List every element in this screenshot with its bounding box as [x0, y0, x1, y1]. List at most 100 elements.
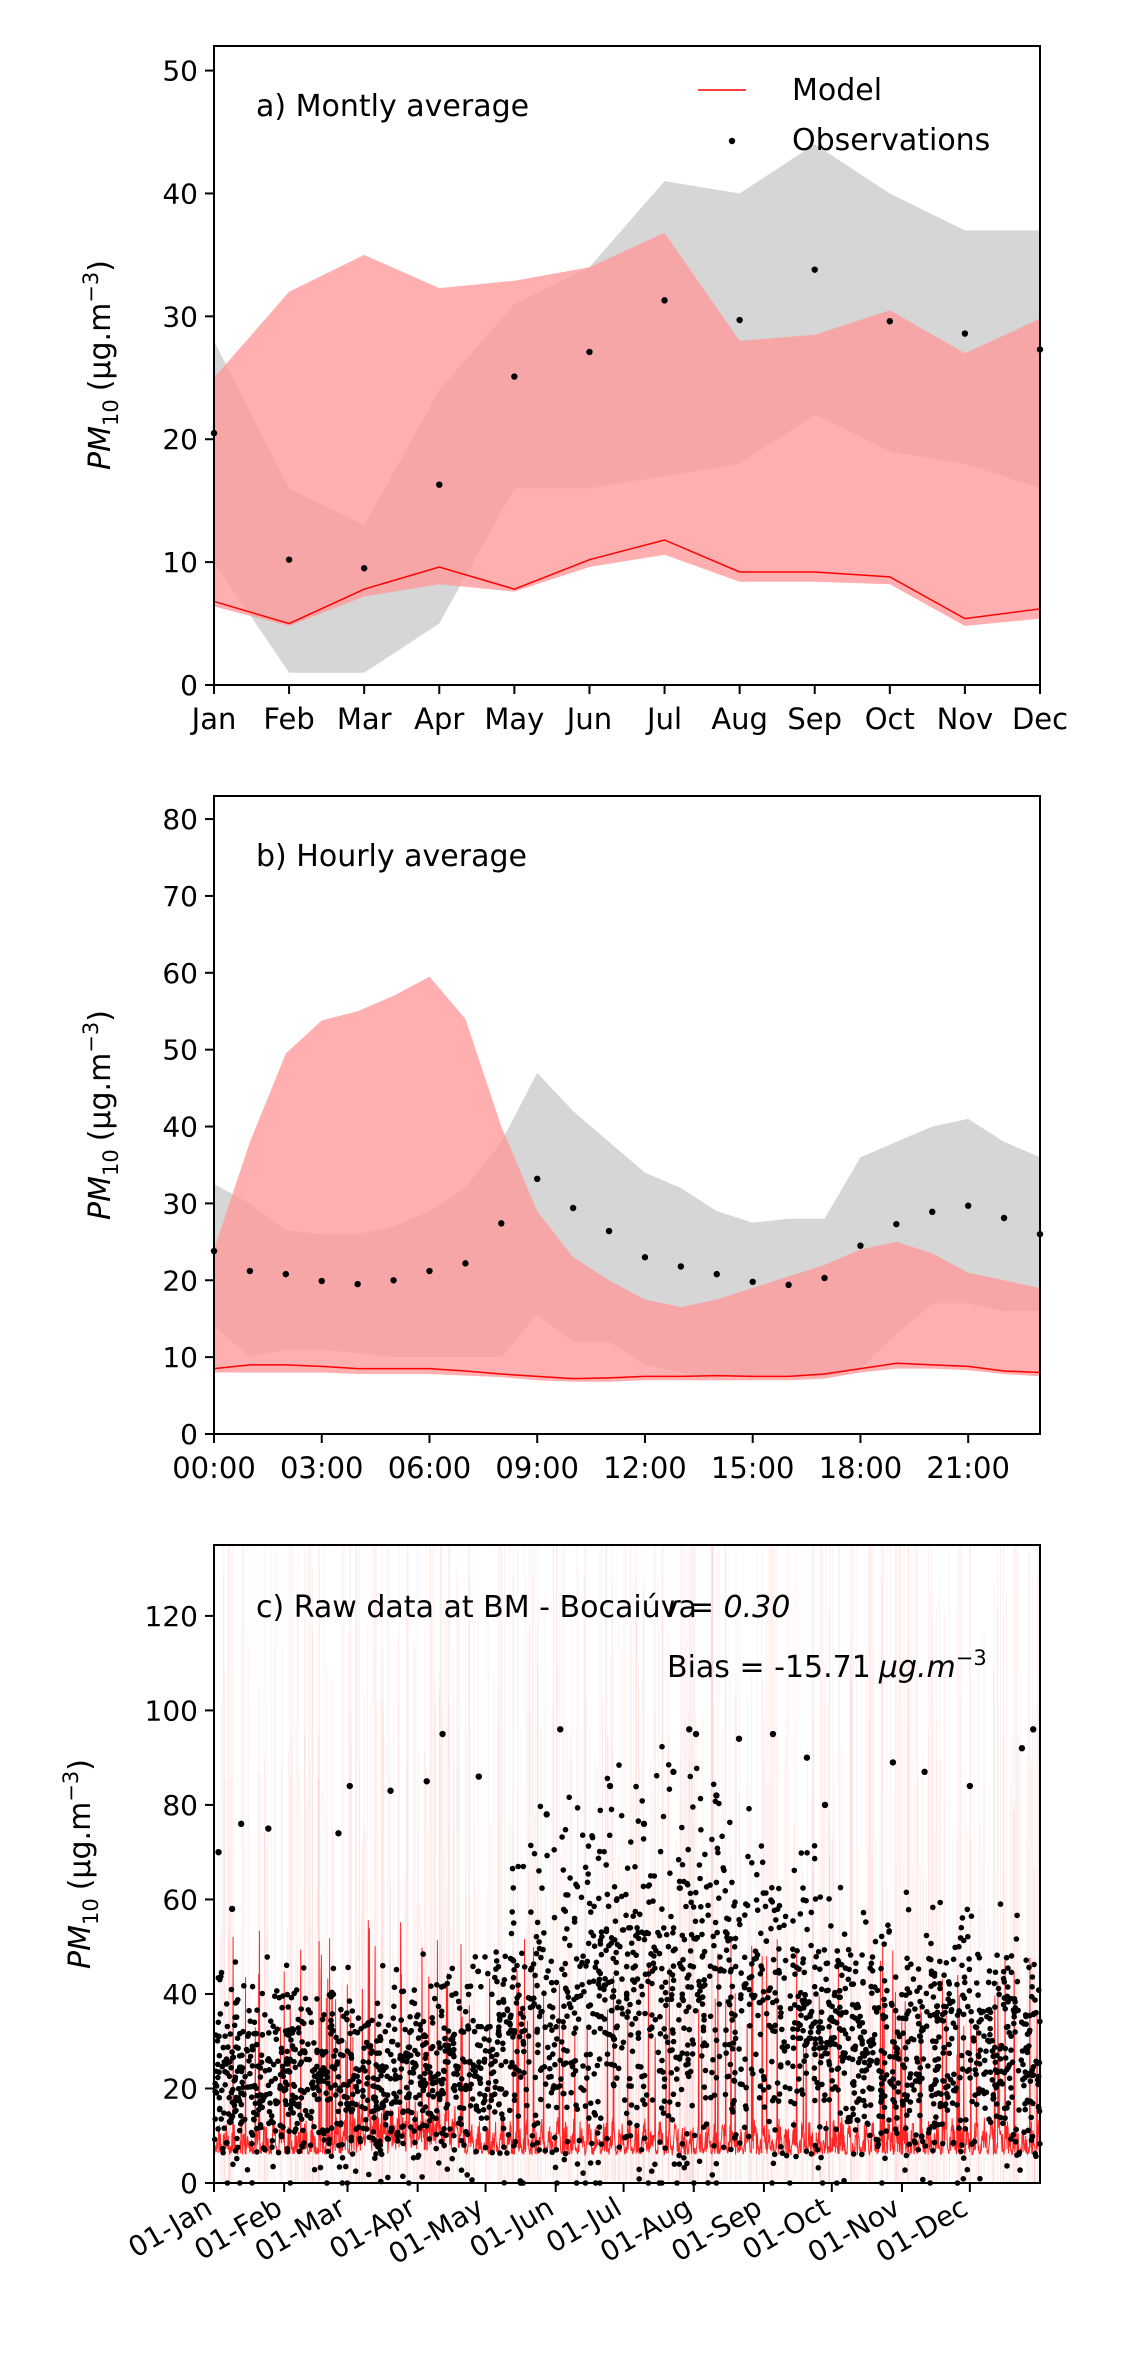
observation-point	[709, 2069, 715, 2076]
observation-point	[931, 2139, 938, 2146]
observation-point	[962, 1979, 968, 1986]
observation-point	[508, 1930, 515, 1937]
observation-point	[354, 1280, 361, 1288]
observation-point	[916, 2097, 922, 2104]
observation-point	[919, 2133, 925, 2139]
observation-point	[811, 2065, 818, 2071]
observation-point	[876, 2068, 882, 2074]
observation-point	[613, 1959, 619, 1966]
observation-point	[268, 2113, 275, 2119]
observation-point	[534, 1175, 541, 1183]
observation-point	[882, 2002, 888, 2009]
observation-point	[458, 2076, 465, 2082]
observation-point	[328, 2017, 334, 2024]
observation-point	[268, 2018, 274, 2024]
observation-point	[768, 2024, 774, 2030]
observation-point	[511, 2064, 518, 2070]
observation-point	[726, 1957, 732, 1963]
observation-point	[465, 2026, 471, 2032]
observation-point	[676, 2056, 683, 2062]
observation-point	[808, 1942, 814, 1949]
observation-point	[593, 1959, 600, 1966]
observation-point	[827, 2041, 834, 2048]
observation-point	[579, 1981, 585, 1988]
observation-point	[727, 1819, 733, 1826]
observation-point	[388, 2051, 394, 2058]
observation-point	[997, 2046, 1003, 2052]
observation-point	[641, 2135, 648, 2141]
observation-point	[933, 2038, 939, 2045]
observation-point	[387, 1787, 394, 1794]
observation-point	[839, 2054, 845, 2060]
observation-point	[328, 2153, 335, 2159]
observation-point	[458, 2167, 465, 2173]
observation-point	[992, 1969, 999, 1976]
observation-point	[729, 2046, 736, 2052]
observation-point	[572, 2025, 579, 2031]
observation-point	[863, 2046, 869, 2053]
observation-point	[364, 2097, 371, 2104]
observation-point	[440, 2090, 447, 2097]
observation-point	[399, 2124, 405, 2130]
observation-point	[562, 2150, 569, 2157]
observation-point	[614, 2075, 620, 2081]
observation-point	[428, 2045, 435, 2052]
observation-point	[353, 2066, 360, 2072]
observation-point	[961, 1974, 968, 1980]
observation-point	[319, 2016, 326, 2023]
observation-point	[340, 2052, 346, 2059]
observation-point	[610, 1993, 617, 2000]
observation-point	[700, 2124, 707, 2130]
observation-point	[965, 2003, 971, 2010]
observation-point	[596, 2124, 603, 2130]
observation-point	[441, 2025, 448, 2031]
observation-point	[1027, 2098, 1034, 2105]
observation-point	[318, 2067, 324, 2074]
observation-point	[958, 1924, 965, 1931]
observation-point	[548, 1958, 555, 1965]
observation-point	[963, 2117, 969, 2123]
observation-point	[258, 2059, 265, 2066]
observation-point	[629, 2021, 635, 2027]
observation-point	[329, 2125, 335, 2131]
observation-point	[849, 2025, 855, 2032]
observation-point	[762, 1903, 769, 1910]
observation-point	[561, 2156, 568, 2163]
observation-point	[359, 2104, 365, 2110]
observation-point	[395, 2138, 401, 2144]
observation-point	[446, 2047, 453, 2053]
observation-point	[819, 2081, 825, 2088]
observation-point	[497, 2150, 503, 2156]
observation-point	[894, 2115, 900, 2121]
observation-point	[330, 1991, 337, 1998]
observation-point	[475, 1773, 482, 1780]
observation-point	[265, 2082, 272, 2089]
observation-point	[624, 1865, 631, 1871]
observation-point	[981, 2071, 987, 2077]
observation-point	[816, 2045, 823, 2051]
observation-point	[232, 2076, 238, 2083]
observation-point	[829, 2078, 835, 2084]
observation-point	[870, 2049, 876, 2056]
observation-point	[683, 1903, 689, 1910]
observation-point	[829, 2018, 836, 2024]
observation-point	[1005, 2023, 1011, 2030]
observation-point	[393, 1966, 400, 1973]
observation-point	[334, 2061, 340, 2068]
observation-point	[958, 2052, 965, 2059]
observation-point	[652, 2161, 658, 2168]
observation-point	[602, 1997, 608, 2003]
x-tick-label: Jun	[565, 702, 612, 736]
plot-frame	[213, 795, 1041, 1435]
observation-point	[666, 1969, 673, 1975]
observation-point	[928, 1983, 934, 1989]
observation-point	[941, 2102, 948, 2109]
observation-point	[454, 2071, 461, 2078]
observation-point	[813, 1953, 819, 1960]
observation-point	[595, 2098, 601, 2105]
observation-point	[598, 2115, 604, 2121]
observation-point	[219, 2063, 226, 2070]
observation-point	[1016, 2107, 1022, 2113]
observation-point	[426, 2118, 433, 2124]
